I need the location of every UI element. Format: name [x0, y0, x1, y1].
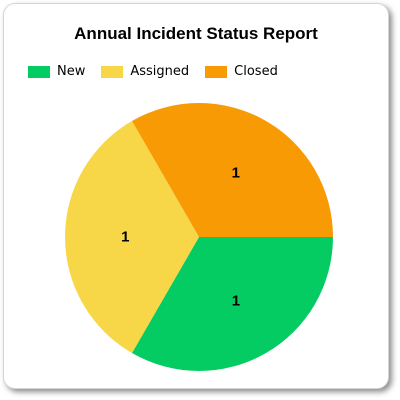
legend-swatch-closed — [205, 65, 228, 78]
legend-swatch-new — [28, 65, 50, 78]
legend-item-closed[interactable]: Closed — [205, 64, 278, 79]
legend-swatch-assigned — [101, 65, 124, 78]
chart-title: Annual Incident Status Report — [74, 24, 318, 43]
legend-label-assigned: Assigned — [130, 64, 190, 79]
legend-item-assigned[interactable]: Assigned — [101, 64, 189, 79]
pie-slice-closed[interactable] — [132, 102, 333, 237]
pie-chart: 1 1 1 — [64, 102, 333, 372]
chart-legend: New Assigned Closed — [28, 64, 294, 79]
pie-slice-assigned[interactable] — [64, 120, 199, 354]
data-label-new: 1 — [232, 292, 240, 309]
data-label-closed: 1 — [232, 165, 240, 182]
chart-card: Annual Incident Status Report New Assign… — [3, 3, 389, 389]
pie-slice-new[interactable] — [132, 237, 333, 372]
legend-label-closed: Closed — [234, 64, 278, 79]
legend-item-new[interactable]: New — [28, 64, 85, 79]
data-label-assigned: 1 — [121, 229, 129, 246]
legend-label-new: New — [57, 64, 86, 79]
pie-data-labels: 1 1 1 — [121, 165, 240, 310]
pie-slices — [64, 102, 333, 372]
